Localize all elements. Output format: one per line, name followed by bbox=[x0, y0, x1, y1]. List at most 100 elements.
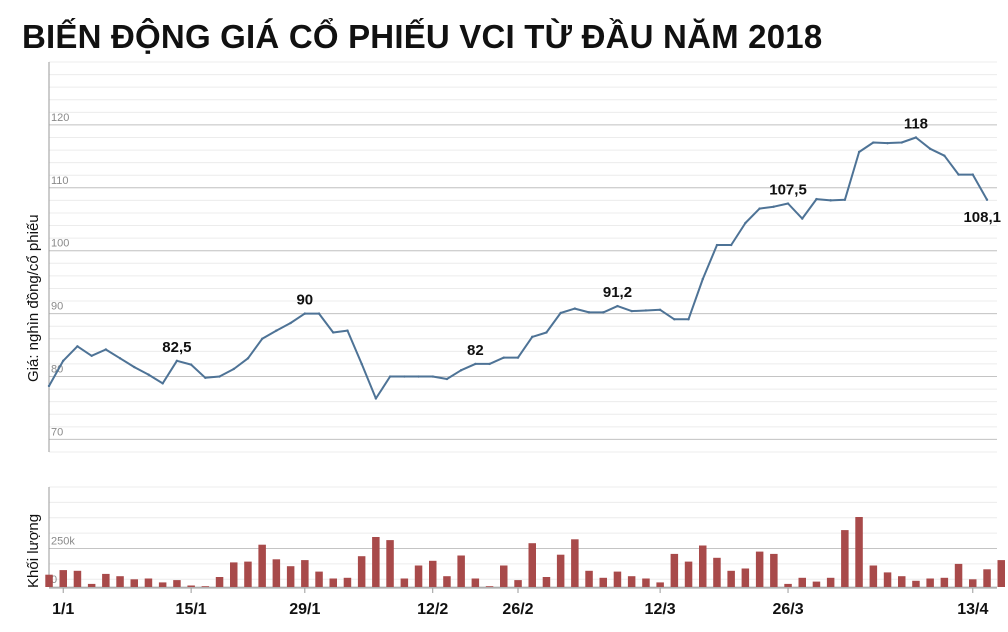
volume-bar bbox=[741, 568, 750, 587]
price-point bbox=[673, 318, 676, 321]
price-point bbox=[374, 397, 378, 400]
volume-bar bbox=[642, 578, 650, 587]
volume-bar bbox=[542, 577, 551, 587]
volume-bar bbox=[556, 554, 565, 587]
price-data-label: 107,5 bbox=[769, 182, 807, 199]
volume-bar bbox=[983, 569, 991, 587]
price-point bbox=[786, 202, 790, 205]
price-point bbox=[943, 154, 946, 157]
volume-bar bbox=[969, 579, 977, 587]
price-point bbox=[630, 309, 633, 313]
volume-bar bbox=[912, 580, 920, 587]
volume-bar bbox=[613, 571, 622, 587]
price-point bbox=[829, 199, 832, 202]
price-point bbox=[403, 375, 406, 378]
volume-bar bbox=[485, 586, 494, 587]
volume-bar bbox=[201, 586, 210, 587]
price-point bbox=[801, 217, 804, 220]
price-point bbox=[602, 311, 605, 314]
x-tick-label: 1/1 bbox=[52, 601, 74, 618]
price-point bbox=[346, 329, 349, 332]
price-point bbox=[445, 377, 449, 381]
price-point bbox=[971, 173, 974, 176]
price-point bbox=[744, 221, 747, 225]
volume-bar bbox=[329, 578, 337, 587]
price-point bbox=[701, 277, 704, 281]
price-point bbox=[616, 304, 619, 308]
volume-bar bbox=[400, 578, 409, 587]
volume-bar bbox=[386, 540, 394, 587]
price-point bbox=[317, 312, 321, 315]
price-point bbox=[729, 243, 733, 247]
x-tick-label: 26/3 bbox=[772, 601, 803, 618]
price-point bbox=[246, 357, 250, 360]
price-point bbox=[687, 318, 690, 321]
price-point bbox=[644, 309, 648, 312]
volume-bar bbox=[87, 583, 96, 587]
volume-bar bbox=[684, 561, 693, 587]
volume-bar bbox=[372, 537, 380, 587]
price-point bbox=[431, 375, 434, 378]
price-point bbox=[886, 141, 889, 145]
volume-bar bbox=[841, 530, 849, 587]
volume-bar bbox=[258, 544, 266, 587]
x-tick-label: 12/3 bbox=[645, 601, 676, 618]
price-tick-label: 100 bbox=[51, 238, 69, 250]
volume-bar bbox=[59, 570, 67, 587]
volume-bar bbox=[187, 585, 195, 587]
price-point bbox=[914, 136, 918, 139]
price-data-label: 82 bbox=[467, 342, 484, 359]
price-point bbox=[161, 382, 164, 385]
price-point bbox=[459, 369, 463, 372]
volume-bar bbox=[670, 553, 679, 587]
price-point bbox=[857, 150, 861, 154]
price-point bbox=[289, 321, 292, 325]
price-axis-label: Giá: nghìn đồng/cổ phiếu bbox=[25, 214, 42, 382]
price-point bbox=[587, 311, 591, 314]
price-point bbox=[204, 376, 207, 379]
volume-tick-label: 250k bbox=[51, 536, 75, 548]
volume-bar bbox=[571, 539, 579, 587]
price-point bbox=[772, 205, 776, 208]
price-point bbox=[104, 348, 108, 351]
volume-bar bbox=[414, 565, 423, 587]
price-point bbox=[90, 354, 93, 357]
x-tick-label: 29/1 bbox=[289, 601, 320, 618]
volume-bar bbox=[770, 553, 778, 587]
price-point bbox=[147, 373, 150, 376]
price-point bbox=[872, 141, 875, 144]
price-point bbox=[928, 147, 932, 151]
price-point bbox=[985, 198, 989, 201]
volume-bar bbox=[784, 583, 792, 587]
volume-bar bbox=[215, 577, 224, 587]
price-point bbox=[388, 375, 392, 378]
price-tick-label: 120 bbox=[51, 112, 69, 124]
x-tick-label: 13/4 bbox=[957, 601, 988, 618]
price-point bbox=[815, 197, 818, 201]
price-point bbox=[502, 356, 505, 359]
price-point bbox=[900, 141, 903, 144]
price-point bbox=[218, 375, 221, 378]
volume-bar bbox=[173, 580, 181, 587]
volume-bar bbox=[855, 517, 863, 587]
price-point bbox=[189, 363, 193, 366]
volume-bar bbox=[158, 582, 167, 587]
volume-bar bbox=[926, 578, 934, 587]
volume-bar bbox=[343, 577, 352, 587]
volume-bar bbox=[656, 582, 664, 587]
price-point bbox=[303, 312, 307, 315]
volume-bar bbox=[883, 572, 892, 587]
volume-bar bbox=[73, 570, 82, 587]
volume-bar bbox=[898, 576, 906, 587]
price-data-label: 108,1 bbox=[963, 209, 1001, 226]
volume-bar bbox=[727, 570, 735, 587]
price-point bbox=[332, 331, 335, 334]
x-tick-label: 15/1 bbox=[176, 601, 207, 618]
volume-bar bbox=[599, 577, 607, 587]
price-point bbox=[360, 362, 363, 366]
price-point bbox=[232, 367, 235, 371]
volume-bar bbox=[116, 576, 124, 587]
volume-bar bbox=[471, 578, 480, 587]
price-point bbox=[559, 311, 562, 315]
